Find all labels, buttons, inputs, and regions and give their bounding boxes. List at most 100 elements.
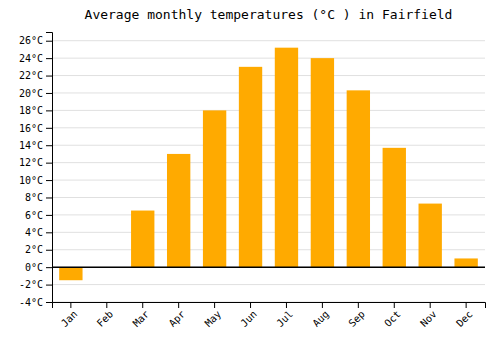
y-tick-label: 20°C <box>19 88 43 99</box>
x-tick-label: Jan <box>59 308 80 329</box>
y-tick-label: -2°C <box>19 279 43 290</box>
x-tick-mark <box>286 302 287 308</box>
y-tick-mark <box>46 215 52 216</box>
x-tick-mark <box>358 302 359 308</box>
x-tick: Jun <box>238 302 259 329</box>
bar <box>131 211 154 268</box>
y-tick-mark <box>46 197 52 198</box>
x-tick-label: Feb <box>95 308 116 329</box>
x-tick-label: Jun <box>238 308 259 329</box>
y-tick: 8°C <box>25 192 52 203</box>
grid-line <box>52 284 485 285</box>
y-tick-label: 24°C <box>19 53 43 64</box>
x-tick: Sep <box>346 302 367 329</box>
y-tick: 22°C <box>19 70 52 81</box>
grid-line <box>52 92 485 93</box>
x-tick-mark <box>430 302 431 308</box>
y-tick-label: 10°C <box>19 175 43 186</box>
bars <box>52 48 485 281</box>
x-tick-label: Mar <box>131 308 152 329</box>
x-tick-mark <box>394 302 395 308</box>
bar <box>239 67 262 267</box>
bar <box>275 48 298 267</box>
bar <box>59 267 82 280</box>
y-tick-label: 12°C <box>19 157 43 168</box>
y-tick: 20°C <box>19 88 52 99</box>
grid-line <box>52 40 485 41</box>
x-tick: Nov <box>418 302 439 329</box>
x-tick-label: Aug <box>310 308 331 329</box>
grid-line <box>52 58 485 59</box>
y-tick-mark <box>46 250 52 251</box>
y-tick: 16°C <box>19 123 52 134</box>
bar <box>347 90 370 267</box>
chart: -4°C -2°C 0°C 2°C 4°C 6°C 8°C 10°C 12°C 14°C 16°C 1… <box>0 0 500 350</box>
y-tick-mark <box>46 128 52 129</box>
x-axis-line <box>53 303 486 309</box>
bar <box>311 58 334 267</box>
x-tick-label: Apr <box>167 308 188 329</box>
x-tick-mark <box>322 302 323 308</box>
y-tick-mark <box>46 302 52 303</box>
y-tick: 0°C <box>25 262 52 273</box>
x-tick-mark <box>214 302 215 308</box>
x-tick-mark <box>250 302 251 308</box>
y-axis-line <box>46 33 53 303</box>
y-tick-mark <box>46 232 52 233</box>
y-tick-label: 0°C <box>25 262 43 273</box>
y-tick-label: 18°C <box>19 105 43 116</box>
x-tick: Aug <box>310 302 331 329</box>
y-tick-label: 26°C <box>19 35 43 46</box>
y-tick-mark <box>46 93 52 94</box>
y-tick-mark <box>46 110 52 111</box>
x-tick: Jan <box>59 302 80 329</box>
y-tick: 12°C <box>19 157 52 168</box>
grid-line <box>52 110 485 111</box>
y-tick: 14°C <box>19 140 52 151</box>
x-tick: Dec <box>454 302 475 329</box>
x-tick-mark <box>70 302 71 308</box>
bar <box>383 148 406 267</box>
bar <box>203 110 226 267</box>
x-tick-mark <box>106 302 107 308</box>
y-tick-mark <box>46 285 52 286</box>
y-tick-mark <box>46 76 52 77</box>
y-tick-mark <box>46 58 52 59</box>
y-tick: 10°C <box>19 175 52 186</box>
x-tick-label: Oct <box>382 308 403 329</box>
y-tick-mark <box>46 267 52 268</box>
x-tick-label: Nov <box>418 308 439 329</box>
x-tick: Mar <box>131 302 152 329</box>
x-tick-label: Sep <box>346 308 367 329</box>
x-tick: Feb <box>95 302 116 329</box>
x-tick-label: May <box>203 308 224 329</box>
y-tick-mark <box>46 163 52 164</box>
x-tick: Jul <box>274 302 295 329</box>
title: Average monthly temperatures (°C ) in Fa… <box>85 7 453 22</box>
grid-line <box>52 180 485 181</box>
y-tick-label: 6°C <box>25 210 43 221</box>
grid-line <box>52 127 485 128</box>
y-tick-label: 4°C <box>25 227 43 238</box>
x-tick: May <box>203 302 224 329</box>
y-tick: 24°C <box>19 53 52 64</box>
grid-line <box>52 162 485 163</box>
y-tick: 4°C <box>25 227 52 238</box>
y-tick: 2°C <box>25 244 52 255</box>
y-tick: 18°C <box>19 105 52 116</box>
grid <box>52 41 485 302</box>
y-tick: 26°C <box>19 35 52 46</box>
y-tick-label: 14°C <box>19 140 43 151</box>
y-tick: -4°C <box>19 297 52 308</box>
grid-line <box>52 145 485 146</box>
grid-line <box>52 267 485 268</box>
zero-line <box>52 266 485 268</box>
y-axis: -4°C -2°C 0°C 2°C 4°C 6°C 8°C 10°C 12°C 14°C 16°C 1… <box>19 33 53 308</box>
y-tick-label: 2°C <box>25 244 43 255</box>
x-tick-label: Jul <box>274 308 295 329</box>
x-axis: Jan Feb Mar Apr May Jun Jul Aug Sep Oct Nov Dec <box>53 302 486 329</box>
y-tick-mark <box>46 145 52 146</box>
y-tick-label: 8°C <box>25 192 43 203</box>
bar <box>167 154 190 267</box>
y-tick-label: -4°C <box>19 297 43 308</box>
